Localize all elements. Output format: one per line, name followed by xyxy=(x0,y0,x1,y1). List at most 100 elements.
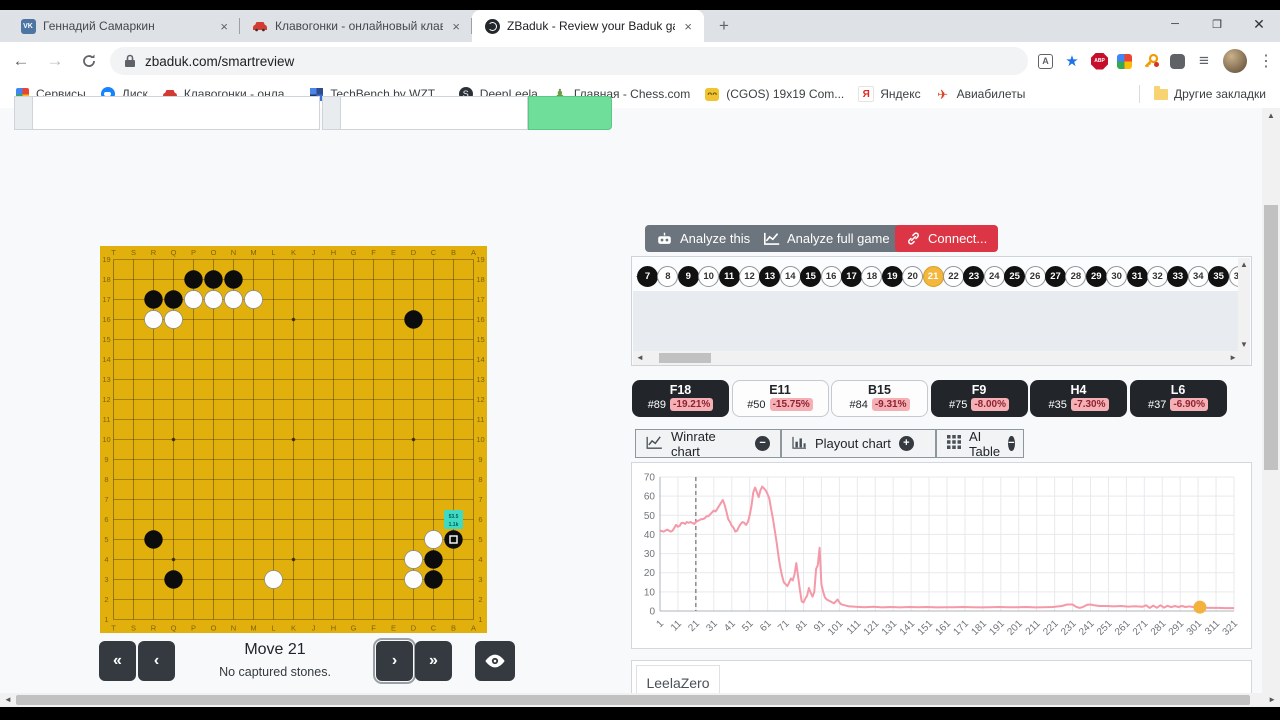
move-bubble-30[interactable]: 30 xyxy=(1106,266,1128,287)
scrollbar-thumb[interactable] xyxy=(16,695,1250,705)
svg-text:17: 17 xyxy=(476,295,484,304)
move-bubble-27[interactable]: 27 xyxy=(1045,266,1066,287)
move-bubble-28[interactable]: 28 xyxy=(1065,266,1087,287)
tab-close-icon[interactable]: × xyxy=(684,18,692,34)
new-tab-button[interactable]: + xyxy=(719,16,729,35)
move-bubble-8[interactable]: 8 xyxy=(657,266,679,287)
connect-button[interactable]: Connect... xyxy=(895,225,999,252)
move-bubble-35[interactable]: 35 xyxy=(1208,266,1230,287)
profile-avatar[interactable] xyxy=(1223,49,1247,73)
input-prepend[interactable] xyxy=(14,96,32,130)
scrollbar-thumb[interactable] xyxy=(1264,205,1278,470)
move-bubble-17[interactable]: 17 xyxy=(841,266,862,287)
move-bubble-31[interactable]: 31 xyxy=(1126,266,1148,287)
toggle-ai-table[interactable]: AI Table − xyxy=(936,429,1024,459)
reading-list-icon[interactable]: ≡ xyxy=(1199,51,1209,70)
next-move-button[interactable]: › xyxy=(373,638,416,684)
move-bubble-14[interactable]: 14 xyxy=(779,266,801,287)
candidate-move-e11[interactable]: E11 #50 -15.75% xyxy=(731,380,829,417)
minimize-button[interactable]: ─ xyxy=(1171,18,1179,30)
analyze-this-button[interactable]: Analyze this xyxy=(645,225,762,252)
page-vertical-scrollbar[interactable]: ▲ xyxy=(1262,108,1280,693)
bookmark-item[interactable]: ᴖᴖ (CGOS) 19x19 Com... xyxy=(704,86,844,102)
candidate-move-h4[interactable]: H4 #35 -7.30% xyxy=(1030,380,1127,417)
strip-vertical-scrollbar[interactable]: ▲ ▼ xyxy=(1238,258,1250,365)
plane-icon: ✈ xyxy=(937,86,949,102)
other-bookmarks[interactable]: Другие закладки xyxy=(1139,85,1266,103)
tab-close-icon[interactable]: × xyxy=(452,18,460,34)
move-bubble-29[interactable]: 29 xyxy=(1085,266,1107,287)
load-button[interactable] xyxy=(528,96,612,130)
toggle-playout-chart[interactable]: Playout chart + xyxy=(781,429,936,458)
first-move-button[interactable]: « xyxy=(99,641,136,681)
scroll-right-icon[interactable]: ► xyxy=(1229,353,1237,362)
analyze-full-game-button[interactable]: Analyze full game xyxy=(753,225,901,252)
move-bubble-7[interactable]: 7 xyxy=(637,266,658,287)
move-bubble-18[interactable]: 18 xyxy=(861,266,883,287)
bookmark-star-icon[interactable]: ★ xyxy=(1065,53,1079,70)
move-bubble-13[interactable]: 13 xyxy=(759,266,781,287)
candidate-move-b15[interactable]: B15 #84 -9.31% xyxy=(831,380,928,417)
last-move-button[interactable]: » xyxy=(415,641,452,681)
move-bubble-16[interactable]: 16 xyxy=(820,266,842,287)
browser-tab[interactable]: VK Геннадий Самаркин × xyxy=(8,10,240,42)
show-analysis-button[interactable] xyxy=(475,641,515,681)
close-button[interactable]: ✕ xyxy=(1253,15,1265,32)
prev-move-button[interactable]: ‹ xyxy=(138,641,175,681)
scroll-left-icon[interactable]: ◄ xyxy=(4,695,12,704)
translate-icon[interactable]: A xyxy=(1038,53,1053,69)
move-bubble-22[interactable]: 22 xyxy=(943,266,964,287)
move-bubble-26[interactable]: 26 xyxy=(1024,266,1046,287)
scroll-up-icon[interactable]: ▲ xyxy=(1240,260,1248,269)
move-bubble-20[interactable]: 20 xyxy=(902,266,924,287)
back-icon[interactable]: ← xyxy=(12,51,30,70)
scroll-up-icon[interactable]: ▲ xyxy=(1267,111,1275,120)
sgf-url-input[interactable] xyxy=(340,96,528,130)
move-bubble-11[interactable]: 11 xyxy=(718,266,740,287)
scroll-right-icon[interactable]: ► xyxy=(1268,695,1276,704)
move-bubble-21[interactable]: 21 xyxy=(922,266,944,287)
scroll-down-icon[interactable]: ▼ xyxy=(1240,340,1248,349)
browser-tab[interactable]: ZBaduk - Review your Baduk gam × xyxy=(472,10,704,42)
forward-icon[interactable]: → xyxy=(46,51,64,70)
move-bubble-15[interactable]: 15 xyxy=(800,266,822,287)
bookmark-item[interactable]: Я Яндекс xyxy=(858,86,921,102)
move-bubble-23[interactable]: 23 xyxy=(963,266,985,287)
candidate-move-f18[interactable]: F18 #89 -19.21% xyxy=(632,380,729,417)
tab-close-icon[interactable]: × xyxy=(220,18,228,34)
candidate-move-f9[interactable]: F9 #75 -8.00% xyxy=(930,380,1028,417)
move-bubble-9[interactable]: 9 xyxy=(677,266,699,287)
key-extension-icon[interactable] xyxy=(1141,51,1161,71)
move-bubble-34[interactable]: 34 xyxy=(1187,266,1209,287)
scrollbar-thumb[interactable] xyxy=(659,353,711,363)
browser-tab[interactable]: Клавогонки - онлайновый клав × xyxy=(240,10,472,42)
move-bubble-24[interactable]: 24 xyxy=(983,266,1005,287)
page-horizontal-scrollbar[interactable]: ◄ ► xyxy=(0,693,1280,707)
sgf-file-input[interactable] xyxy=(32,96,320,130)
toggle-winrate-chart[interactable]: Winrate chart − xyxy=(635,429,781,459)
scroll-left-icon[interactable]: ◄ xyxy=(636,353,644,362)
puzzle-extension-icon[interactable] xyxy=(1170,53,1185,69)
input-prepend[interactable] xyxy=(322,96,340,130)
menu-dots-icon[interactable]: ⋮ xyxy=(1258,53,1274,70)
address-bar[interactable]: zbaduk.com/smartreview xyxy=(110,47,1028,75)
move-bubble-19[interactable]: 19 xyxy=(881,266,903,287)
zbaduk-icon xyxy=(484,18,500,34)
grid-extension-icon[interactable] xyxy=(1117,53,1132,69)
plus-circle-icon[interactable]: + xyxy=(898,436,914,451)
candidate-move-l6[interactable]: L6 #37 -6.90% xyxy=(1129,380,1227,417)
svg-text:J: J xyxy=(312,624,316,633)
reload-icon[interactable] xyxy=(76,48,102,74)
move-bubble-32[interactable]: 32 xyxy=(1147,266,1168,287)
move-bubble-33[interactable]: 33 xyxy=(1167,266,1189,287)
minus-circle-icon[interactable]: − xyxy=(755,436,770,451)
move-bubble-12[interactable]: 12 xyxy=(739,266,760,287)
adblock-extension-icon[interactable]: ABP xyxy=(1091,52,1108,70)
maximize-button[interactable]: ❐ xyxy=(1212,18,1222,31)
bookmark-item[interactable]: ✈ Авиабилеты xyxy=(935,86,1025,102)
strip-horizontal-scrollbar[interactable]: ◄ ► xyxy=(633,351,1240,365)
move-bubble-25[interactable]: 25 xyxy=(1004,266,1026,287)
minus-circle-icon[interactable]: − xyxy=(1008,436,1015,451)
move-bubble-10[interactable]: 10 xyxy=(698,266,720,287)
